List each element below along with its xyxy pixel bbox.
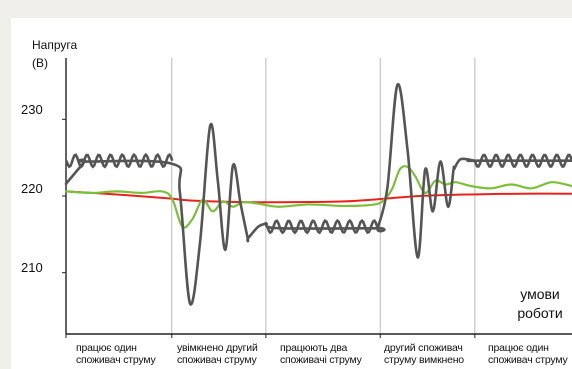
series-line-1 bbox=[65, 190, 572, 204]
annotation-line: умови bbox=[520, 286, 560, 302]
phase-label-line: споживач струму bbox=[177, 354, 257, 366]
phase-label-line: працює один bbox=[76, 342, 137, 354]
phase-label-line: другий споживач bbox=[384, 342, 463, 354]
annotation-line: роботи bbox=[517, 305, 563, 321]
phase-label-line: увімкнено другий bbox=[177, 342, 258, 354]
phase-label-3: працюють два споживачі струму bbox=[280, 342, 390, 366]
y-tick-label-230: 230 bbox=[21, 102, 43, 117]
phase-label-5: працює один споживач струму bbox=[488, 342, 572, 366]
phase-label-line: споживачі струму bbox=[280, 354, 362, 366]
y-axis-title: Напруга (В) bbox=[32, 36, 77, 72]
phase-label-line: струму вимкнено bbox=[384, 354, 464, 366]
gray-ripple bbox=[473, 153, 572, 168]
phase-label-line: споживач струму bbox=[488, 354, 568, 366]
phase-label-line: споживач струму bbox=[76, 354, 156, 366]
operating-conditions-annotation: умови роботи bbox=[500, 285, 572, 323]
gray-ripple bbox=[65, 152, 174, 169]
y-tick-label-210: 210 bbox=[21, 260, 43, 275]
series-line-3 bbox=[64, 83, 572, 306]
phase-label-1: працює один споживач струму bbox=[76, 342, 186, 366]
gray-ripple bbox=[266, 218, 379, 235]
phase-label-2: увімкнено другий споживач струму bbox=[177, 342, 287, 366]
y-tick-label-220: 220 bbox=[21, 181, 43, 196]
phase-label-line: працюють два bbox=[280, 342, 348, 354]
phase-label-line: працює один bbox=[488, 342, 549, 354]
phase-label-4: другий споживач струму вимкнено bbox=[384, 342, 494, 366]
y-axis-unit: (В) bbox=[32, 56, 48, 70]
y-axis-label: Напруга bbox=[32, 38, 78, 52]
